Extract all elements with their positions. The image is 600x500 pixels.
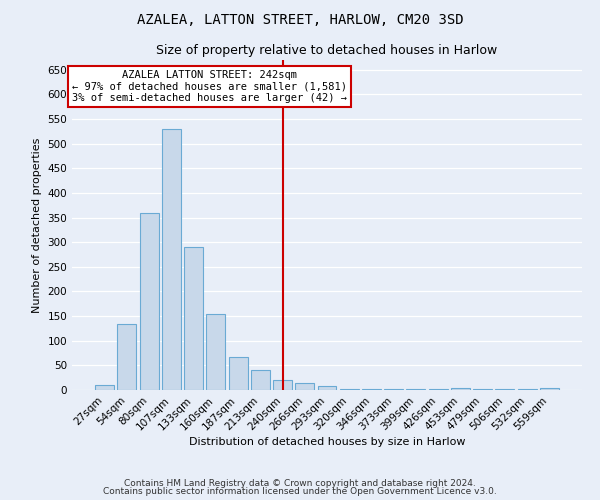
Bar (384, 388, 403, 390)
Text: AZALEA LATTON STREET: 242sqm
← 97% of detached houses are smaller (1,581)
3% of : AZALEA LATTON STREET: 242sqm ← 97% of de… (72, 70, 347, 103)
Bar (118, 324, 136, 390)
Title: Size of property relative to detached houses in Harlow: Size of property relative to detached ho… (157, 44, 497, 58)
Bar (451, 388, 470, 390)
Bar (406, 388, 425, 390)
Text: AZALEA, LATTON STREET, HARLOW, CM20 3SD: AZALEA, LATTON STREET, HARLOW, CM20 3SD (137, 12, 463, 26)
Bar (518, 388, 536, 390)
Bar (429, 388, 448, 390)
Bar (540, 388, 559, 390)
Bar (496, 388, 514, 390)
Bar (295, 382, 314, 390)
Bar (95, 385, 114, 390)
Bar (317, 386, 337, 390)
X-axis label: Distribution of detached houses by size in Harlow: Distribution of detached houses by size … (189, 438, 465, 448)
Bar (362, 388, 381, 390)
Bar (251, 370, 270, 390)
Bar (162, 129, 181, 390)
Bar (273, 380, 292, 390)
Text: Contains public sector information licensed under the Open Government Licence v3: Contains public sector information licen… (103, 487, 497, 496)
Bar (229, 357, 248, 390)
Bar (206, 314, 225, 390)
Y-axis label: Number of detached properties: Number of detached properties (32, 138, 42, 312)
Bar (140, 212, 158, 390)
Bar (340, 388, 359, 390)
Bar (473, 388, 492, 390)
Bar (184, 247, 203, 390)
Text: Contains HM Land Registry data © Crown copyright and database right 2024.: Contains HM Land Registry data © Crown c… (124, 478, 476, 488)
